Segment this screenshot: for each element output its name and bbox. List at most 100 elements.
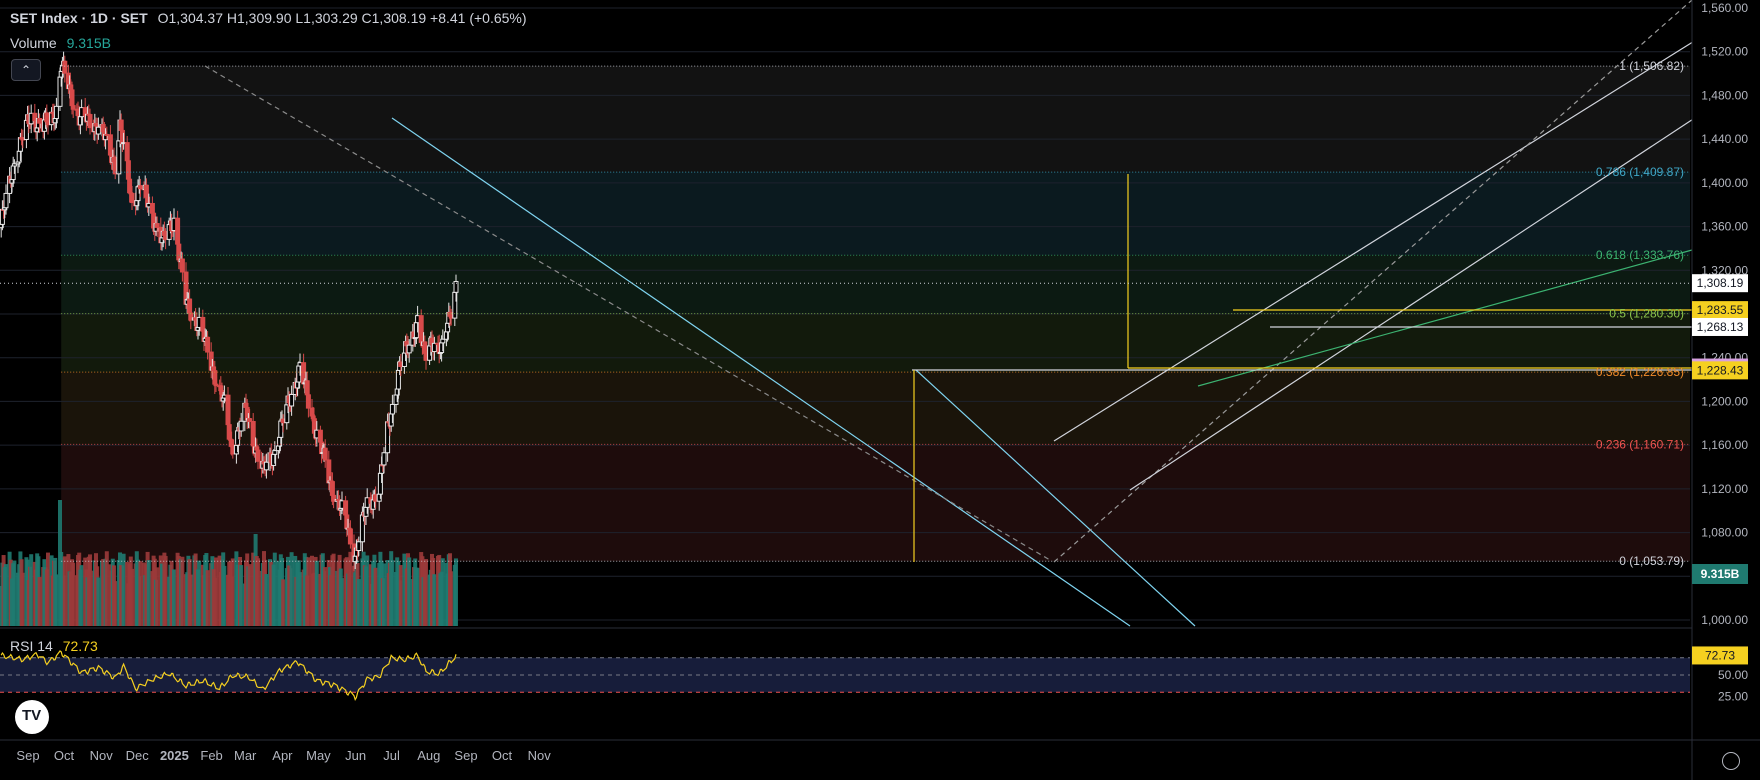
volume-bar [146,560,151,626]
candle-body [347,528,353,545]
volume-bar [407,557,412,626]
volume-bar [172,569,176,626]
gear-icon[interactable] [1722,752,1740,770]
volume-bar [96,577,101,626]
candlestick-series[interactable] [0,51,459,572]
volume-bar [205,570,210,626]
time-tick-label: May [306,748,331,763]
price-tick-label: 1,520.00 [1701,45,1748,59]
price-tag-label: 1,228.43 [1697,363,1744,377]
candle-body [70,105,76,110]
downtrend-midline[interactable] [204,65,1051,561]
volume-bar [230,558,235,626]
volume-bar [188,574,193,626]
volume-bar [197,560,202,626]
fib-level-labels: 1 (1,506.82) 0.786 (1,409.87) 0.618 (1,333… [1596,59,1684,568]
candle-body [238,420,244,432]
drawing-tools[interactable] [0,0,1760,627]
volume-bar [256,558,260,626]
fib-level-label: 1 (1,506.82) [1619,59,1684,73]
candle-body [95,126,101,135]
candle-body [289,394,295,407]
volume-bar [222,565,227,626]
volume-price-tag [1692,564,1748,584]
candle-body [305,394,311,409]
volume-bar [390,560,395,626]
volume-legend: Volume 9.315B [10,35,111,51]
price-tag-label: 1,308.19 [1697,276,1744,290]
time-tick-label: Nov [90,748,114,763]
price-tick-label: 1,000.00 [1701,613,1748,627]
price-tick-label: 1,360.00 [1701,220,1748,234]
tradingview-logo-icon[interactable]: TV [15,700,49,734]
fib-band [61,172,1691,256]
chevron-up-icon[interactable]: ⌃ [11,59,41,81]
volume-label: Volume [10,35,57,51]
price-tag [1692,317,1748,336]
uptrend-channel-mid[interactable] [1053,0,1693,563]
volume-bar [382,563,386,626]
candle-body [205,336,211,353]
volume-bar [373,567,378,626]
candle-body [62,60,68,74]
price-tick-label: 1,200.00 [1701,394,1748,408]
volume-bar [88,554,92,626]
time-tick-label: Dec [126,748,150,763]
volume-bar [104,551,109,626]
fib-level-label: 0 (1,053.79) [1619,554,1684,568]
time-tick-label: Nov [528,748,552,763]
candle-body [331,494,337,502]
fib-band [61,313,1691,373]
candle-body [137,185,143,190]
volume-bar [398,565,403,626]
candle-body [213,383,219,387]
time-tick-label: Oct [54,748,75,763]
candle-body [129,193,135,204]
candle-body [263,461,269,471]
price-axis[interactable]: 1,000.001,040.001,080.001,120.001,160.00… [1691,0,1760,780]
time-tick-label: Aug [417,748,440,763]
price-tick-label: 1,440.00 [1701,132,1748,146]
candle-body [389,403,395,415]
candle-body [3,192,9,209]
volume-value: 9.315B [66,35,111,51]
time-tick-label: Mar [234,748,257,763]
candle-body [53,105,59,120]
volume-bar [113,581,118,626]
time-tick-label: Sep [454,748,477,763]
candle-body [154,223,160,228]
downtrend-line[interactable] [915,369,1196,627]
volume-bars [0,500,458,626]
price-tag [1692,274,1748,293]
candle-body [356,541,362,551]
downtrend-line[interactable] [391,117,1131,627]
candle-body [37,118,43,124]
rsi-tick-label: 25.00 [1718,690,1748,704]
volume-bar [272,552,277,626]
volume-bar [71,562,76,626]
rsi-value: 72.73 [62,638,98,654]
price-tick-label: 1,480.00 [1701,88,1748,102]
time-axis[interactable]: Sep Oct Nov Dec 2025 Feb Mar Apr May Jun Jul Aug Sep… [0,739,1760,763]
time-tick-label: Jul [383,748,400,763]
green-trendline[interactable] [1197,249,1693,387]
fib-level-label: 0.236 (1,160.71) [1596,437,1684,451]
volume-bar [62,556,67,626]
rsi-value-tag-label: 72.73 [1705,648,1735,662]
fib-band [61,255,1691,314]
volume-bar [130,568,134,626]
time-tick-label: Sep [16,748,39,763]
volume-bar [79,565,84,626]
candle-body [11,163,17,167]
volume-bar [29,554,34,626]
rsi-panel[interactable] [0,627,1760,701]
volume-bar [432,574,437,626]
price-tick-label: 1,120.00 [1701,482,1748,496]
candle-body [406,344,412,354]
fib-level-label: 0.618 (1,333.76) [1596,248,1684,262]
volume-bar [239,565,244,626]
volume-bar [121,553,126,626]
uptrend-channel-lower[interactable] [1129,74,1760,491]
rsi-value-tag [1692,646,1748,665]
